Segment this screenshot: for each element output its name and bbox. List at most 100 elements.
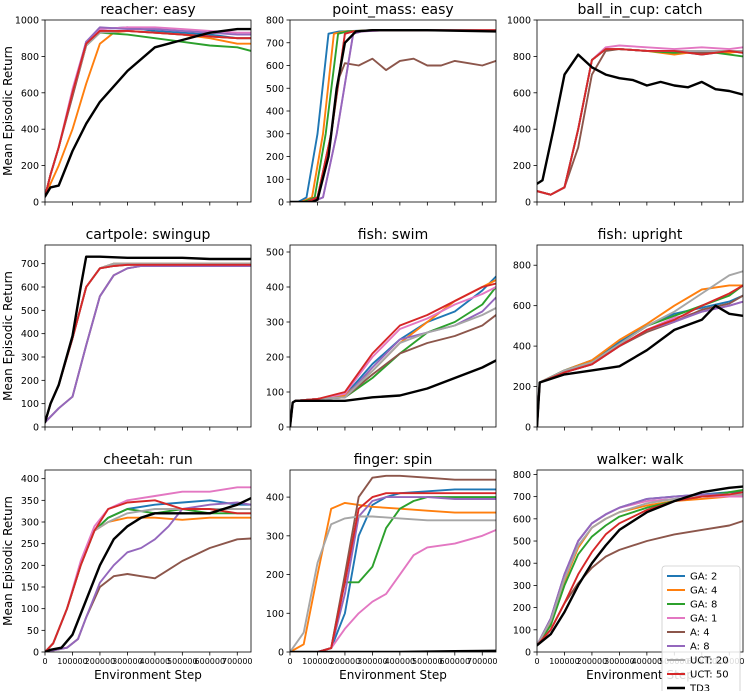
series-line bbox=[537, 485, 743, 647]
series-line bbox=[290, 649, 496, 652]
y-tick-label: 0 bbox=[33, 198, 39, 209]
series-line bbox=[45, 263, 251, 424]
series-line bbox=[45, 27, 251, 198]
x-tick-label: 0 bbox=[534, 657, 539, 666]
x-tick-label: 300000 bbox=[112, 657, 143, 666]
y-tick-label: 100 bbox=[266, 388, 284, 399]
x-tick-label: 500000 bbox=[167, 657, 198, 666]
y-tick-label: 800 bbox=[513, 261, 531, 272]
series-line bbox=[290, 529, 496, 652]
x-tick-label: 100000 bbox=[549, 657, 580, 666]
y-axis-label: Mean Episodic Return bbox=[1, 496, 15, 626]
axes-frame bbox=[289, 244, 497, 428]
series-line bbox=[537, 300, 743, 427]
x-tick-label: 200000 bbox=[577, 657, 608, 666]
y-tick-label: 400 bbox=[266, 107, 284, 118]
y-tick-label: 600 bbox=[21, 283, 39, 294]
series-line bbox=[290, 286, 496, 427]
panel-1: point_mass: easy 0 100 200 300 400 500 600 700 80… bbox=[266, 2, 497, 209]
y-tick-label: 800 bbox=[266, 16, 284, 27]
panel-title: fish: upright bbox=[598, 227, 683, 243]
series-line bbox=[45, 265, 251, 424]
series-line bbox=[45, 501, 251, 652]
series-line bbox=[45, 263, 251, 424]
series-group bbox=[290, 275, 496, 427]
series-line bbox=[45, 537, 251, 652]
y-axis-label: Mean Episodic Return bbox=[1, 271, 15, 401]
y-tick-label: 300 bbox=[266, 129, 284, 140]
y-tick-label: 400 bbox=[513, 342, 531, 353]
y-tick-label: 100 bbox=[513, 625, 531, 636]
y-tick-label: 300 bbox=[513, 581, 531, 592]
series-line bbox=[45, 516, 251, 652]
y-tick-label: 200 bbox=[513, 161, 531, 172]
x-axis-label: Environment Step bbox=[94, 668, 202, 682]
series-line bbox=[45, 29, 251, 198]
panel-2: ball_in_cup: catch 0 200 400 600 800 1000 bbox=[507, 2, 744, 209]
y-tick-label: 1000 bbox=[15, 16, 39, 27]
series-group bbox=[290, 29, 496, 202]
x-tick-label: 300000 bbox=[357, 657, 388, 666]
y-tick-label: 100 bbox=[21, 399, 39, 410]
series-line bbox=[537, 493, 743, 647]
series-line bbox=[537, 53, 743, 185]
y-tick-label: 250 bbox=[21, 539, 39, 550]
y-axis-label: Mean Episodic Return bbox=[1, 46, 15, 176]
series-line bbox=[537, 48, 743, 196]
y-tick-label: 150 bbox=[21, 583, 39, 594]
axes-frame bbox=[536, 469, 744, 653]
series-group bbox=[537, 485, 743, 647]
panel-3: cartpole: swingup 0 100 200 300 400 500 600 700 M… bbox=[1, 227, 252, 434]
legend-label: A: 8 bbox=[690, 642, 710, 653]
series-line bbox=[45, 262, 251, 424]
y-tick-label: 300 bbox=[266, 531, 284, 542]
series-line bbox=[290, 359, 496, 427]
y-tick-label: 300 bbox=[21, 353, 39, 364]
y-tick-label: 500 bbox=[266, 84, 284, 95]
y-tick-label: 400 bbox=[513, 559, 531, 570]
x-axis-label: Environment Step bbox=[339, 668, 447, 682]
y-tick-label: 400 bbox=[21, 125, 39, 136]
series-line bbox=[45, 255, 251, 424]
legend: GA: 2 GA: 4 GA: 8 GA: 1 A: 4 A: 8 UCT: 20 UCT: … bbox=[661, 565, 741, 691]
y-tick-label: 200 bbox=[266, 570, 284, 581]
y-tick-label: 0 bbox=[33, 648, 39, 659]
y-tick-label: 200 bbox=[266, 353, 284, 364]
x-tick-label: 400000 bbox=[385, 657, 416, 666]
y-tick-label: 100 bbox=[266, 609, 284, 620]
series-line bbox=[290, 279, 496, 427]
series-group bbox=[45, 26, 251, 198]
x-tick-label: 400000 bbox=[632, 657, 663, 666]
y-tick-label: 200 bbox=[21, 376, 39, 387]
y-tick-label: 300 bbox=[266, 318, 284, 329]
x-tick-label: 500000 bbox=[412, 657, 443, 666]
y-tick-label: 600 bbox=[266, 61, 284, 72]
y-tick-label: 500 bbox=[266, 248, 284, 259]
series-line bbox=[290, 29, 496, 202]
y-tick-label: 1000 bbox=[507, 16, 531, 27]
series-line bbox=[45, 31, 251, 198]
legend-label: UCT: 20 bbox=[690, 656, 729, 667]
series-line bbox=[537, 304, 743, 427]
y-tick-label: 200 bbox=[21, 161, 39, 172]
x-tick-label: 100000 bbox=[302, 657, 333, 666]
series-group bbox=[45, 486, 251, 652]
y-tick-label: 600 bbox=[513, 514, 531, 525]
y-tick-label: 400 bbox=[266, 493, 284, 504]
y-tick-label: 700 bbox=[21, 259, 39, 270]
series-line bbox=[290, 286, 496, 427]
series-line bbox=[45, 497, 251, 652]
axes-frame bbox=[44, 244, 252, 428]
legend-label: GA: 8 bbox=[690, 600, 717, 611]
series-line bbox=[45, 29, 251, 198]
x-tick-label: 100000 bbox=[57, 657, 88, 666]
series-group bbox=[290, 474, 496, 652]
axes-frame bbox=[289, 469, 497, 653]
panel-title: walker: walk bbox=[597, 452, 685, 468]
y-tick-label: 400 bbox=[266, 283, 284, 294]
panel-6: cheetah: run 0 50 100 150 200 250 300 350 400 0 100… bbox=[1, 452, 253, 682]
y-tick-label: 300 bbox=[21, 518, 39, 529]
series-line bbox=[537, 300, 743, 427]
y-tick-label: 0 bbox=[33, 423, 39, 434]
